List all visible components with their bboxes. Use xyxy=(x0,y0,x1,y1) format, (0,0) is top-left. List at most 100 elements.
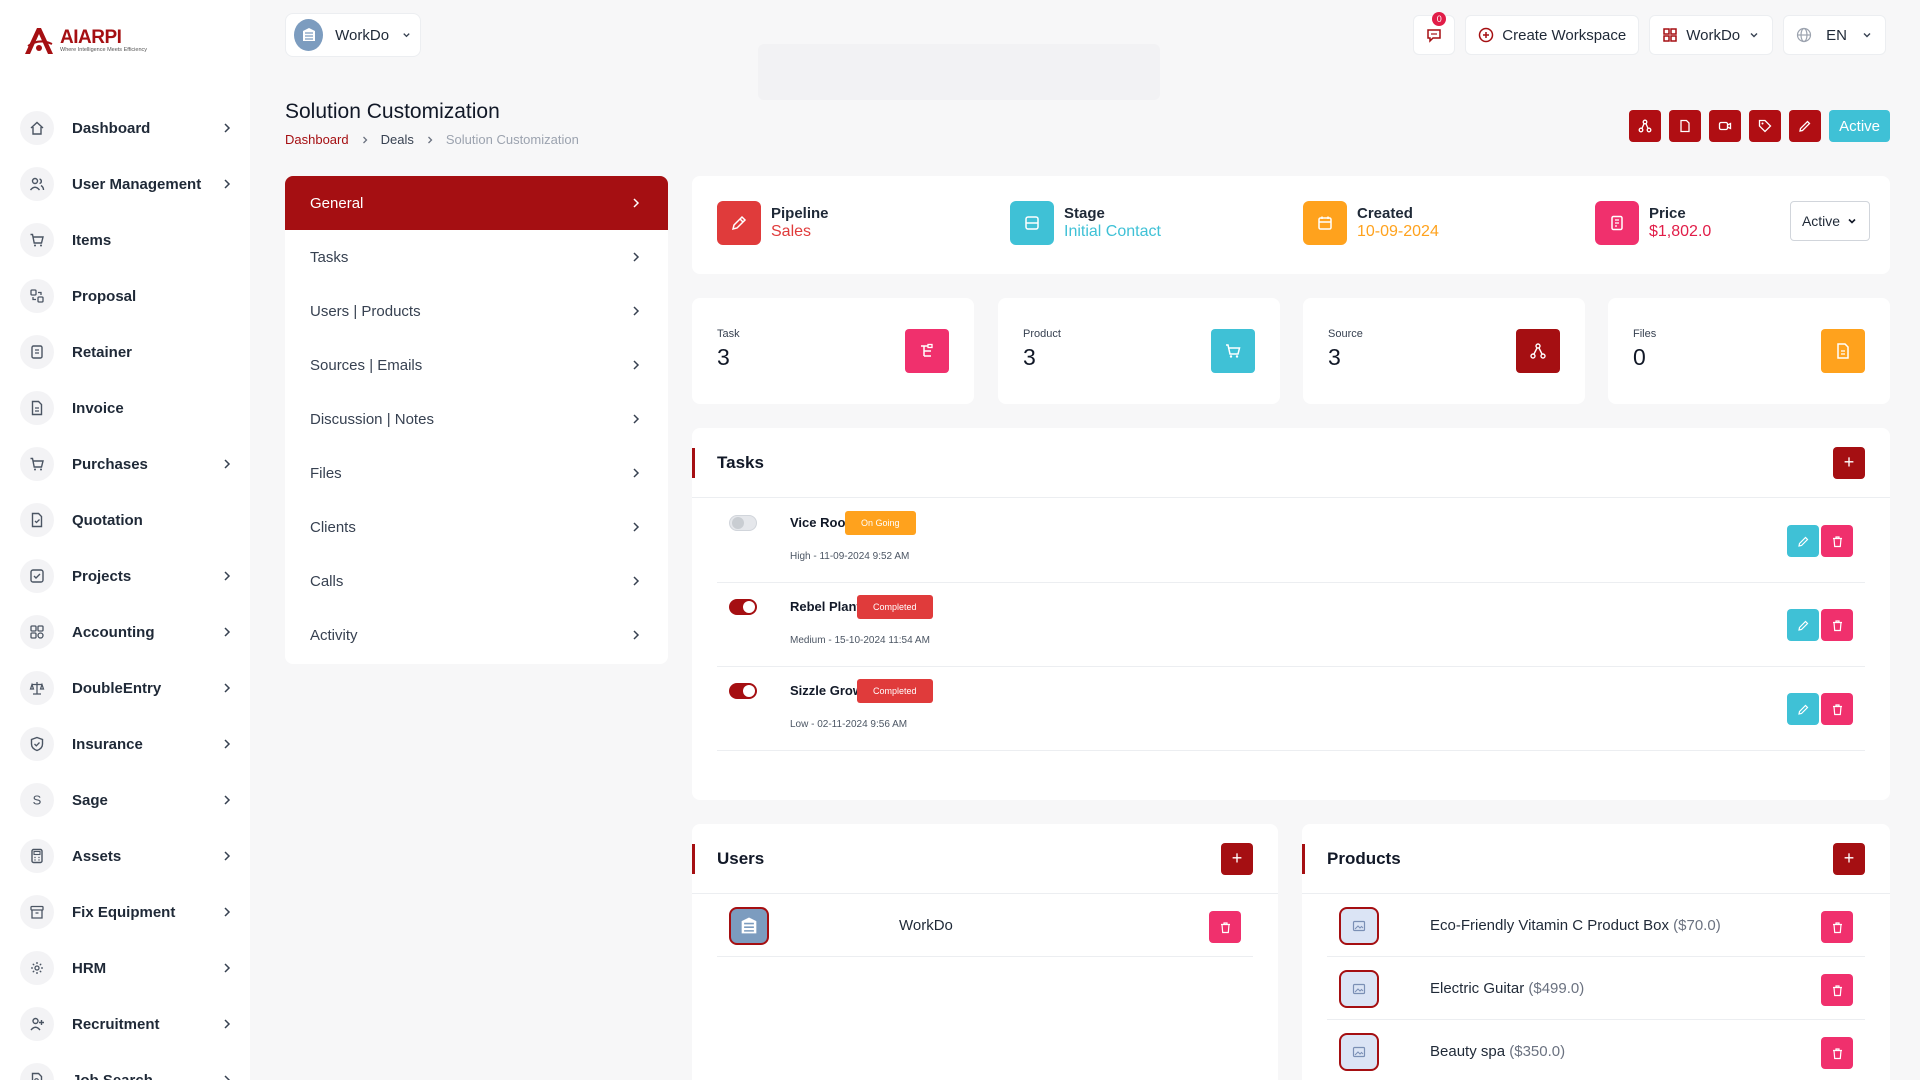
stat-value: 3 xyxy=(1023,344,1036,370)
pipeline-label: Pipeline xyxy=(771,205,829,222)
menu-item-label: Files xyxy=(310,464,342,482)
sidebar-item-invoice[interactable]: Invoice xyxy=(20,380,235,436)
sidebar-item-accounting[interactable]: Accounting xyxy=(20,604,235,660)
delete-task-button[interactable] xyxy=(1821,525,1853,557)
sidebar-nav: Dashboard User Management Items Proposal Ret… xyxy=(20,100,235,1080)
menu-item-files[interactable]: Files xyxy=(285,446,668,500)
menu-item-general[interactable]: General xyxy=(285,176,668,230)
menu-item-label: Clients xyxy=(310,518,356,536)
sidebar-item-job-search[interactable]: Job Search xyxy=(20,1052,235,1080)
sidebar-item-label: Insurance xyxy=(72,735,143,753)
file-button[interactable] xyxy=(1669,110,1702,142)
messages-button[interactable]: 0 xyxy=(1413,12,1456,55)
sidebar-item-insurance[interactable]: Insurance xyxy=(20,716,235,772)
task-complete-toggle[interactable] xyxy=(729,683,757,699)
chevron-right-icon xyxy=(224,739,231,749)
chevron-right-icon xyxy=(224,907,231,917)
users-icon xyxy=(20,167,54,201)
delete-task-button[interactable] xyxy=(1821,693,1853,725)
sidebar-item-fix-equipment[interactable]: Fix Equipment xyxy=(20,884,235,940)
chevron-right-icon xyxy=(224,1075,231,1080)
video-icon xyxy=(1718,121,1732,131)
svg-text:S: S xyxy=(33,793,42,808)
sidebar-item-proposal[interactable]: Proposal xyxy=(20,268,235,324)
chevron-right-icon xyxy=(633,576,640,586)
video-call-button[interactable] xyxy=(1709,110,1742,142)
add-product-button[interactable]: + xyxy=(1833,842,1865,875)
notification-badge: 0 xyxy=(1432,12,1447,26)
sidebar-item-dashboard[interactable]: Dashboard xyxy=(20,100,235,156)
task-complete-toggle[interactable] xyxy=(729,599,757,615)
create-workspace-button[interactable]: Create Workspace xyxy=(1465,15,1640,55)
breadcrumb-dashboard[interactable]: Dashboard xyxy=(285,132,349,147)
status-active-button[interactable]: Active xyxy=(1829,110,1890,142)
products-card: Products + Eco-Friendly Vitamin C Produc… xyxy=(1302,824,1890,1080)
menu-item-users-products[interactable]: Users | Products xyxy=(285,284,668,338)
edit-task-button[interactable] xyxy=(1787,693,1819,725)
product-name: Beauty spa xyxy=(1430,1043,1506,1060)
edit-task-button[interactable] xyxy=(1787,525,1819,557)
grid-icon xyxy=(1663,28,1677,42)
section-accent-bar xyxy=(692,447,695,478)
add-user-button[interactable]: + xyxy=(1221,842,1253,875)
task-row: Rebel Plant Completed Medium - 15-10-2024 … xyxy=(717,583,1865,667)
delete-task-button[interactable] xyxy=(1821,609,1853,641)
breadcrumb-deals[interactable]: Deals xyxy=(380,132,414,147)
menu-item-sources-emails[interactable]: Sources | Emails xyxy=(285,338,668,392)
server-icon xyxy=(1025,216,1039,230)
menu-item-activity[interactable]: Activity xyxy=(285,608,668,662)
menu-item-label: Sources | Emails xyxy=(310,356,423,374)
edit-task-button[interactable] xyxy=(1787,609,1819,641)
share-button[interactable] xyxy=(1629,110,1662,142)
sidebar-item-sage[interactable]: S Sage xyxy=(20,772,235,828)
sidebar-item-purchases[interactable]: Purchases xyxy=(20,436,235,492)
workspace-switcher[interactable]: WorkDo xyxy=(285,13,421,57)
sidebar-item-label: Fix Equipment xyxy=(72,903,176,921)
create-workspace-label: Create Workspace xyxy=(1502,26,1627,44)
sidebar-item-hrm[interactable]: HRM xyxy=(20,940,235,996)
delete-product-button[interactable] xyxy=(1821,911,1853,943)
deal-info-card: Pipeline Sales Stage Initial Contact Cre… xyxy=(692,176,1890,274)
sidebar-item-quotation[interactable]: Quotation xyxy=(20,492,235,548)
language-button[interactable]: EN xyxy=(1783,15,1886,55)
pipeline-icon-box xyxy=(717,201,761,245)
sidebar-item-assets[interactable]: Assets xyxy=(20,828,235,884)
product-row: Beauty spa ($350.0) xyxy=(1327,1021,1865,1080)
stat-label: Source xyxy=(1328,328,1363,340)
sidebar-item-retainer[interactable]: Retainer xyxy=(20,324,235,380)
delete-user-button[interactable] xyxy=(1209,911,1241,943)
menu-item-clients[interactable]: Clients xyxy=(285,500,668,554)
price-value: $1,802.0 xyxy=(1649,223,1712,240)
delete-product-button[interactable] xyxy=(1821,1037,1853,1069)
label-button[interactable] xyxy=(1749,110,1782,142)
sidebar: AIARPI Where Intelligence Meets Efficien… xyxy=(0,0,250,1080)
sidebar-item-items[interactable]: Items xyxy=(20,212,235,268)
sidebar-item-recruitment[interactable]: Recruitment xyxy=(20,996,235,1052)
chevron-right-icon xyxy=(633,414,640,424)
sidebar-item-doubleentry[interactable]: DoubleEntry xyxy=(20,660,235,716)
user-plus-icon xyxy=(20,1007,54,1041)
deal-status-select[interactable]: Active xyxy=(1790,201,1870,241)
sidebar-item-user-management[interactable]: User Management xyxy=(20,156,235,212)
stat-label: Task xyxy=(717,328,740,340)
tag-icon xyxy=(1758,119,1772,133)
menu-item-discussion-notes[interactable]: Discussion | Notes xyxy=(285,392,668,446)
product-name-line: Beauty spa ($350.0) xyxy=(1430,1043,1565,1060)
sidebar-item-projects[interactable]: Projects xyxy=(20,548,235,604)
brand-logo[interactable]: AIARPI Where Intelligence Meets Efficien… xyxy=(22,24,147,58)
task-complete-toggle[interactable] xyxy=(729,515,757,531)
delete-product-button[interactable] xyxy=(1821,974,1853,1006)
add-task-button[interactable]: + xyxy=(1833,446,1865,479)
menu-item-tasks[interactable]: Tasks xyxy=(285,230,668,284)
workspace-menu-button[interactable]: WorkDo xyxy=(1649,15,1774,55)
stage-value: Initial Contact xyxy=(1064,223,1161,240)
edit-deal-button[interactable] xyxy=(1789,110,1822,142)
retainer-icon xyxy=(20,335,54,369)
users-card: Users + WorkDo xyxy=(692,824,1278,1080)
trash-icon xyxy=(1832,921,1842,933)
pencil-icon xyxy=(1797,620,1808,631)
projects-icon xyxy=(20,559,54,593)
product-price: ($70.0) xyxy=(1673,917,1721,934)
menu-item-calls[interactable]: Calls xyxy=(285,554,668,608)
product-name-line: Electric Guitar ($499.0) xyxy=(1430,980,1584,997)
